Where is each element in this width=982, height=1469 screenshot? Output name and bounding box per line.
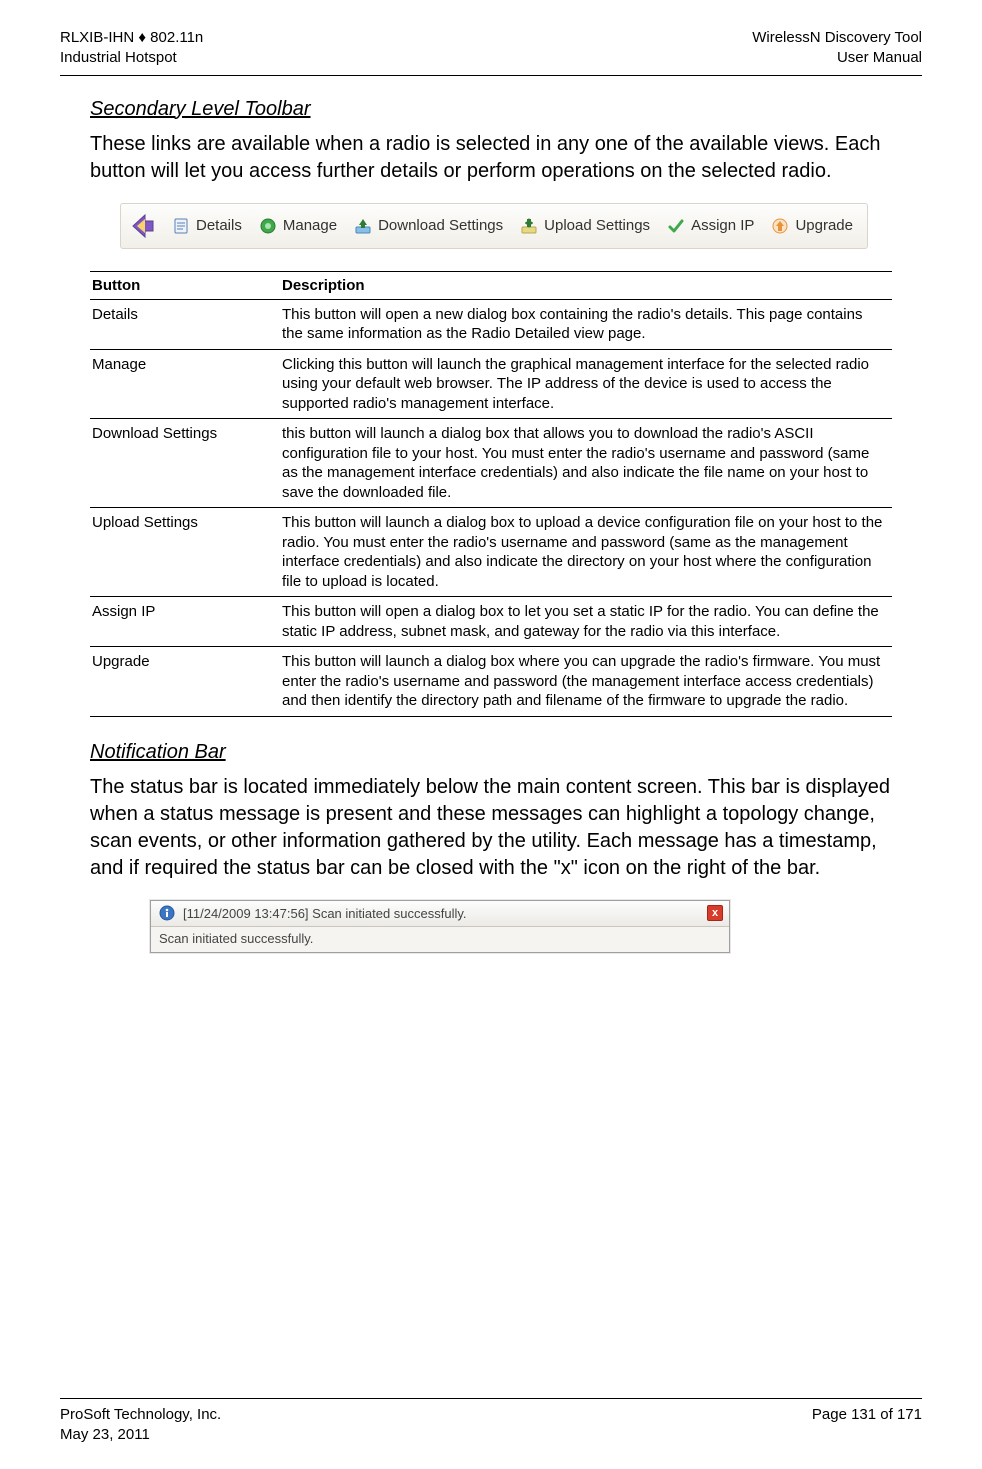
notification-timestamp-text: [11/24/2009 13:47:56] Scan initiated suc… (183, 906, 467, 921)
upgrade-button[interactable]: Upgrade (766, 216, 857, 236)
page-footer: ProSoft Technology, Inc. May 23, 2011 Pa… (60, 1398, 922, 1446)
download-label: Download Settings (378, 217, 503, 234)
cell-button: Assign IP (90, 597, 280, 647)
assign-ip-button[interactable]: Assign IP (662, 216, 758, 236)
details-button[interactable]: Details (167, 216, 246, 236)
footer-right: Page 131 of 171 (812, 1405, 922, 1446)
table-row: Details This button will open a new dial… (90, 299, 892, 349)
table-header-row: Button Description (90, 271, 892, 299)
notification-image: [11/24/2009 13:47:56] Scan initiated suc… (150, 900, 892, 953)
secondary-toolbar: Details Manage Download (120, 203, 868, 249)
cell-desc: this button will launch a dialog box tha… (280, 419, 892, 508)
table-row: Upgrade This button will launch a dialog… (90, 647, 892, 717)
header-doc: User Manual (752, 48, 922, 68)
page-header: RLXIB-IHN ♦ 802.11n Industrial Hotspot W… (60, 28, 922, 69)
close-icon[interactable]: x (707, 905, 723, 921)
section-title-notification: Notification Bar (90, 741, 892, 764)
header-rule (60, 75, 922, 76)
assign-ip-label: Assign IP (691, 217, 754, 234)
cell-button: Upload Settings (90, 508, 280, 597)
th-button: Button (90, 271, 280, 299)
toolbar-image: Details Manage Download (120, 203, 892, 249)
upload-label: Upload Settings (544, 217, 650, 234)
cell-desc: This button will open a dialog box to le… (280, 597, 892, 647)
button-description-table: Button Description Details This button w… (90, 271, 892, 717)
footer-date: May 23, 2011 (60, 1425, 221, 1445)
upgrade-icon (770, 216, 790, 236)
footer-rule (60, 1398, 922, 1399)
upload-settings-button[interactable]: Upload Settings (515, 216, 654, 236)
info-icon (157, 903, 177, 923)
cell-desc: This button will launch a dialog box whe… (280, 647, 892, 717)
table-row: Assign IP This button will open a dialog… (90, 597, 892, 647)
manage-label: Manage (283, 217, 337, 234)
header-product: RLXIB-IHN ♦ 802.11n (60, 28, 203, 48)
notification-body: Scan initiated successfully. (151, 927, 729, 952)
section-paragraph-notification: The status bar is located immediately be… (90, 774, 892, 882)
table-row: Manage Clicking this button will launch … (90, 349, 892, 419)
header-tool: WirelessN Discovery Tool (752, 28, 922, 48)
header-left: RLXIB-IHN ♦ 802.11n Industrial Hotspot (60, 28, 203, 69)
section-title-toolbar: Secondary Level Toolbar (90, 98, 892, 121)
cell-desc: This button will open a new dialog box c… (280, 299, 892, 349)
details-label: Details (196, 217, 242, 234)
upgrade-label: Upgrade (795, 217, 853, 234)
manage-icon (258, 216, 278, 236)
footer-page: Page 131 of 171 (812, 1405, 922, 1425)
cell-desc: This button will launch a dialog box to … (280, 508, 892, 597)
section-paragraph-toolbar: These links are available when a radio i… (90, 131, 892, 185)
table-row: Download Settings this button will launc… (90, 419, 892, 508)
header-right: WirelessN Discovery Tool User Manual (752, 28, 922, 69)
footer-company: ProSoft Technology, Inc. (60, 1405, 221, 1425)
cell-button: Manage (90, 349, 280, 419)
th-description: Description (280, 271, 892, 299)
cell-button: Download Settings (90, 419, 280, 508)
cell-button: Upgrade (90, 647, 280, 717)
content-area: Secondary Level Toolbar These links are … (60, 98, 922, 953)
manage-button[interactable]: Manage (254, 216, 341, 236)
upload-icon (519, 216, 539, 236)
details-icon (171, 216, 191, 236)
table-row: Upload Settings This button will launch … (90, 508, 892, 597)
back-icon[interactable] (125, 209, 159, 243)
notification-header: [11/24/2009 13:47:56] Scan initiated suc… (151, 901, 729, 927)
cell-button: Details (90, 299, 280, 349)
assign-ip-icon (666, 216, 686, 236)
header-subtitle: Industrial Hotspot (60, 48, 203, 68)
notification-bar: [11/24/2009 13:47:56] Scan initiated suc… (150, 900, 730, 953)
footer-left: ProSoft Technology, Inc. May 23, 2011 (60, 1405, 221, 1446)
download-settings-button[interactable]: Download Settings (349, 216, 507, 236)
cell-desc: Clicking this button will launch the gra… (280, 349, 892, 419)
download-icon (353, 216, 373, 236)
